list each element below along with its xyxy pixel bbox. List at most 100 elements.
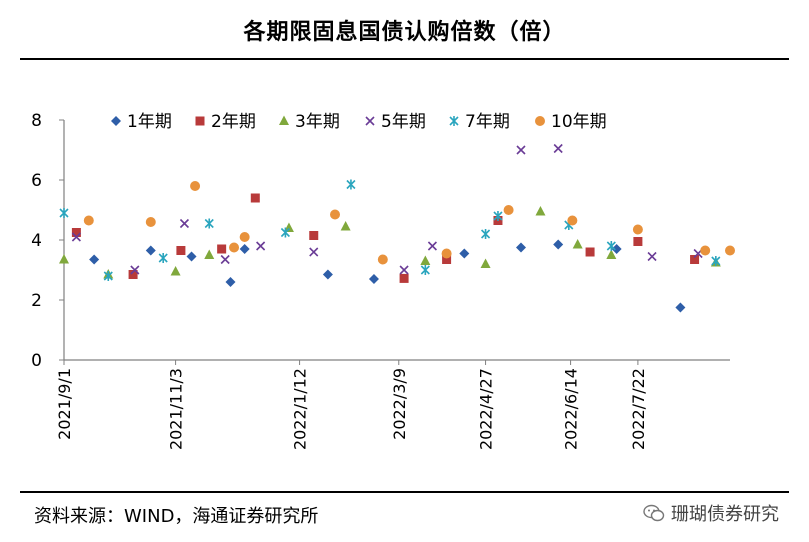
point-1y	[553, 239, 564, 250]
legend-marker-1y	[111, 116, 121, 126]
point-1y	[145, 245, 156, 256]
y-tick-label: 0	[31, 351, 42, 371]
point-7y	[480, 229, 491, 239]
point-3y	[480, 258, 491, 268]
point-7y	[280, 227, 290, 238]
point-3y	[170, 266, 181, 276]
point-1y	[675, 302, 686, 313]
point-5y	[256, 241, 266, 251]
point-5y	[647, 251, 657, 262]
wechat-icon	[643, 504, 665, 522]
point-2y	[585, 247, 595, 257]
point-10y	[377, 254, 388, 265]
y-tick-label: 8	[31, 111, 42, 131]
point-1y	[368, 274, 379, 284]
y-tick-label: 4	[31, 231, 42, 251]
point-5y	[516, 145, 526, 155]
point-10y	[83, 215, 94, 226]
point-1y	[89, 254, 100, 265]
legend-marker-7y	[449, 116, 459, 126]
point-2y	[176, 246, 186, 255]
chart-title: 各期限固息国债认购倍数（倍）	[243, 20, 566, 45]
source-note: 资料来源：WIND，海通证券研究所	[34, 506, 319, 527]
point-2y	[128, 270, 138, 279]
point-7y	[711, 256, 721, 266]
point-2y	[217, 244, 227, 254]
point-2y	[399, 273, 409, 283]
point-1y	[515, 242, 526, 253]
legend-label-7y: 7年期	[465, 112, 510, 132]
point-5y	[179, 218, 190, 229]
title-divider	[20, 58, 789, 60]
point-7y	[158, 253, 168, 263]
legend-label-2y: 2年期	[211, 112, 256, 132]
legend-label-1y: 1年期	[127, 112, 172, 132]
point-2y	[442, 255, 452, 264]
point-10y	[632, 224, 643, 235]
y-tick-label: 6	[31, 171, 42, 191]
point-10y	[239, 232, 250, 242]
x-tick-label: 2022/1/12	[291, 368, 310, 450]
point-10y	[441, 248, 452, 259]
point-10y	[145, 217, 156, 227]
point-5y	[130, 265, 140, 275]
point-7y	[204, 218, 214, 229]
point-10y	[567, 215, 578, 226]
point-5y	[427, 241, 437, 251]
x-tick-label: 2022/7/22	[629, 368, 648, 450]
point-7y	[606, 241, 616, 251]
point-7y	[346, 179, 356, 190]
point-10y	[503, 205, 514, 215]
x-tick-label: 2022/3/9	[390, 368, 409, 440]
point-1y	[322, 269, 333, 280]
point-1y	[239, 244, 250, 254]
footer-divider	[20, 491, 789, 493]
point-1y	[611, 244, 622, 254]
point-1y	[459, 248, 470, 259]
point-2y	[309, 231, 319, 240]
point-2y	[71, 228, 81, 237]
point-5y	[309, 247, 319, 257]
point-2y	[633, 237, 643, 246]
legend-label-3y: 3年期	[295, 112, 340, 132]
point-3y	[283, 222, 294, 232]
point-3y	[204, 249, 215, 259]
legend-marker-3y	[279, 115, 289, 125]
point-10y	[190, 181, 201, 191]
y-tick-label: 2	[31, 291, 42, 311]
point-1y	[186, 251, 197, 262]
point-5y	[399, 265, 409, 275]
x-tick-label: 2021/11/3	[167, 368, 186, 450]
x-tick-label: 2022/6/14	[562, 368, 581, 450]
point-2y	[690, 255, 700, 264]
legend-marker-10y	[535, 116, 545, 126]
point-7y	[103, 271, 113, 281]
point-2y	[250, 193, 260, 203]
point-5y	[220, 254, 230, 265]
point-3y	[535, 206, 546, 216]
point-5y	[71, 232, 81, 242]
point-7y	[59, 208, 69, 218]
legend-label-10y: 10年期	[551, 112, 607, 132]
point-10y	[330, 209, 341, 220]
legend-marker-5y	[365, 116, 375, 126]
point-3y	[572, 239, 583, 249]
x-tick-label: 2022/4/27	[477, 368, 496, 450]
point-1y	[225, 277, 236, 287]
point-5y	[553, 143, 563, 154]
legend-marker-2y	[195, 116, 205, 126]
scatter-chart: 0 2 4 6 8 2021/9/1 2021/11/3 2022/1/12 2022/3/9 2…	[31, 111, 735, 450]
point-10y	[229, 242, 240, 253]
point-10y	[725, 245, 735, 256]
point-3y	[420, 255, 431, 265]
point-3y	[340, 221, 351, 231]
point-3y	[59, 254, 69, 264]
watermark: 珊瑚债券研究	[643, 500, 779, 526]
point-3y	[606, 249, 617, 259]
watermark-text: 珊瑚债券研究	[671, 504, 779, 525]
point-10y	[700, 245, 711, 256]
legend-label-5y: 5年期	[381, 112, 426, 132]
point-7y	[493, 211, 503, 221]
point-7y	[420, 265, 430, 275]
x-tick-label: 2021/9/1	[55, 368, 74, 440]
